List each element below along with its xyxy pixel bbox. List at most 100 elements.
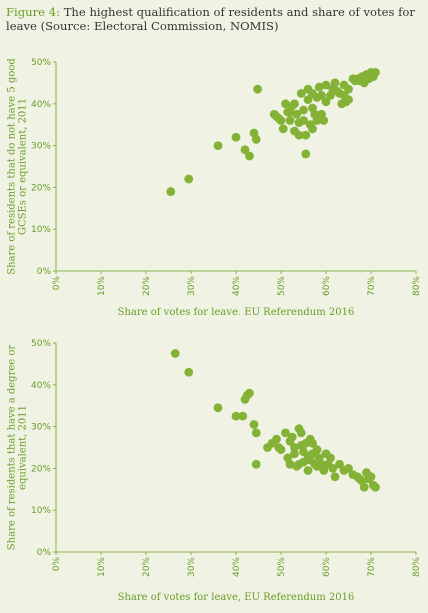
axes [53,61,417,274]
data-point [240,145,250,155]
y-axis-label: Share of residents that have a degree or… [7,345,29,551]
data-point [170,349,180,358]
data-point [272,434,281,444]
data-point [292,109,302,119]
data-point [281,99,290,109]
data-point [294,130,304,140]
data-point [321,97,331,107]
data-point [249,420,259,429]
x-tick-label: 40% [232,557,242,577]
data-point [317,91,326,100]
data-point [330,78,340,88]
data-point [290,443,299,452]
data-point [245,151,254,161]
x-tick-label: 80% [412,557,422,577]
x-tick-label: 40% [232,276,242,296]
y-tick-label: 50% [31,58,51,68]
data-point [276,445,286,454]
x-tick-label: 80% [412,276,422,296]
data-point [328,464,338,473]
data-point [319,116,329,125]
data-point [344,95,353,105]
x-tick-label: 30% [187,276,197,296]
data-point [335,459,344,469]
data-points [170,349,380,492]
x-tick-label: 20% [142,276,152,296]
data-point [344,84,353,94]
data-point [290,99,299,109]
x-tick-label: 50% [277,557,287,577]
x-tick-label: 30% [187,557,197,577]
data-point [303,95,313,105]
data-point [299,457,308,467]
scatter-chart-degree: 0% 10% 20% 30% 40% 50% 0% 10% 20% 30% 40% 50% 60% 70… [7,339,423,603]
data-point [371,482,380,492]
y-tick-label: 30% [31,423,51,433]
axes [53,342,417,555]
data-point [321,80,331,90]
data-point [251,428,261,438]
y-tick-label: 50% [31,339,51,349]
y-tick-label: 40% [31,381,51,391]
x-tick-label: 10% [97,557,107,577]
data-point [213,403,223,413]
data-point [285,459,295,469]
data-point [213,141,223,150]
data-point [285,116,295,125]
data-point [184,367,194,377]
data-point [276,116,286,125]
data-point [166,187,176,196]
data-point [245,388,254,398]
data-point [290,449,299,459]
x-tick-label: 20% [142,557,152,577]
y-tick-labels: 0% 10% 20% 30% 40% 50% [31,58,51,277]
x-tick-label: 60% [322,276,332,296]
y-tick-label: 0% [37,267,52,277]
x-tick-label: 70% [367,276,377,296]
data-point [231,132,241,142]
data-point [326,453,335,463]
y-tick-label: 30% [31,142,51,152]
x-tick-label: 0% [52,276,62,291]
x-tick-labels: 0% 10% 20% 30% 40% 50% 60% 70% 80% [52,557,422,577]
data-point [251,134,261,144]
figure-title: Figure 4: The highest qualification of r… [6,5,422,33]
data-point [371,68,380,77]
data-point [251,459,261,469]
data-point [366,472,376,482]
data-point [301,149,311,159]
data-point [278,124,288,134]
y-tick-label: 20% [31,464,51,474]
data-point [231,411,241,421]
figure-number: Figure 4: [6,5,61,19]
x-tick-label: 60% [322,557,332,577]
y-tick-label: 40% [31,100,51,110]
data-point [184,174,194,184]
x-tick-label: 10% [97,276,107,296]
data-points [166,68,380,196]
data-point [296,428,306,438]
data-point [238,411,248,421]
y-tick-label: 20% [31,183,51,193]
data-point [253,84,262,94]
x-tick-label: 50% [277,276,287,296]
x-tick-label: 70% [367,557,377,577]
data-point [299,105,308,115]
data-point [330,472,340,482]
y-tick-label: 0% [37,548,52,558]
y-axis-label: Share of residents that do not have 5 go… [7,58,29,275]
data-point [319,466,329,475]
x-tick-labels: 0% 10% 20% 30% 40% 50% 60% 70% 80% [52,276,422,296]
scatter-chart-gcse: 0% 10% 20% 30% 40% 50% 0% 10% 20% 30% 40% 50% 60% 70… [7,58,423,315]
y-tick-label: 10% [31,506,51,516]
data-point [301,130,311,140]
y-tick-labels: 0% 10% 20% 30% 40% 50% [31,339,51,558]
data-point [308,124,317,134]
data-point [299,116,308,125]
data-point [303,466,313,475]
data-point [296,88,306,98]
y-tick-label: 10% [31,225,51,235]
data-point [359,482,369,492]
x-axis-label: Share of votes for leave, EU Referendum … [118,592,355,603]
x-axis-label: Share of votes for leave, EU Referendum … [118,307,355,315]
